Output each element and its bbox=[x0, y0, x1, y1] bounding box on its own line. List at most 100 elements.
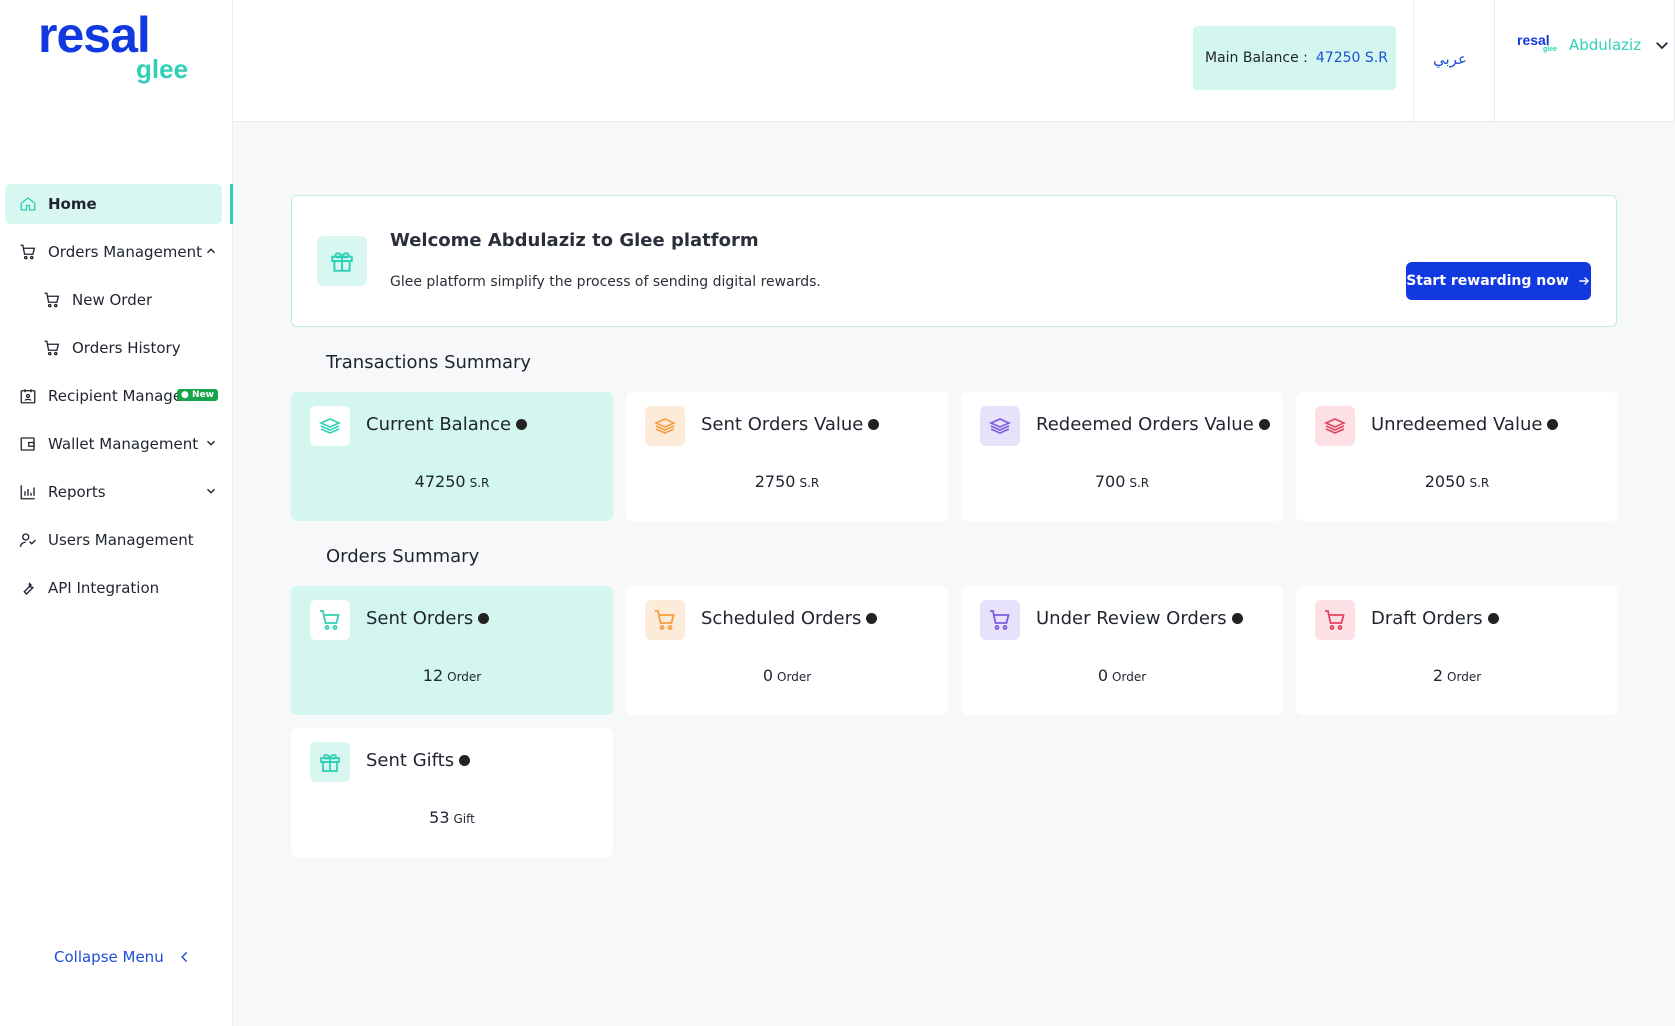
header-divider bbox=[1494, 0, 1495, 122]
collapse-menu-button[interactable]: Collapse Menu bbox=[54, 948, 192, 966]
welcome-subtitle: Glee platform simplify the process of se… bbox=[390, 274, 821, 290]
chevron-down-icon[interactable] bbox=[204, 436, 218, 450]
redeemed-orders-value-card[interactable]: Redeemed Orders Value 700 S.R bbox=[961, 392, 1283, 521]
new-badge: ● New bbox=[177, 389, 218, 401]
card-value: 0 Order bbox=[1097, 666, 1147, 685]
sidebar-item-label: Wallet Management bbox=[48, 435, 199, 453]
under-review-orders-card[interactable]: Under Review Orders 0 Order bbox=[961, 586, 1283, 715]
chevron-down-icon[interactable] bbox=[204, 484, 218, 498]
card-title: Scheduled Orders bbox=[701, 608, 878, 629]
cart-icon bbox=[645, 600, 685, 640]
sidebar-item-label: Orders History bbox=[72, 339, 181, 357]
sent-orders-card[interactable]: Sent Orders 12 Order bbox=[291, 586, 613, 715]
money-icon bbox=[1315, 406, 1355, 446]
logo-main-text: resal bbox=[38, 7, 151, 63]
info-icon[interactable] bbox=[866, 612, 878, 624]
card-title: Current Balance bbox=[366, 414, 528, 435]
sidebar-nav: Home Orders Management New Order Orders … bbox=[5, 184, 233, 616]
info-icon[interactable] bbox=[1547, 418, 1559, 430]
sidebar-item-label: Reports bbox=[48, 483, 106, 501]
cart-icon bbox=[43, 291, 61, 309]
sidebar-item-users-management[interactable]: Users Management bbox=[5, 520, 222, 560]
unredeemed-value-card[interactable]: Unredeemed Value 2050 S.R bbox=[1296, 392, 1618, 521]
home-icon bbox=[19, 195, 37, 213]
sidebar: resal glee Home Orders Management New Or… bbox=[0, 0, 233, 1026]
orders-summary-title: Orders Summary bbox=[326, 546, 480, 567]
scheduled-orders-card[interactable]: Scheduled Orders 0 Order bbox=[626, 586, 948, 715]
sent-gifts-card[interactable]: Sent Gifts 53 Gift bbox=[291, 728, 613, 857]
current-balance-card[interactable]: Current Balance 47250 S.R bbox=[291, 392, 613, 521]
resal-glee-logo[interactable]: resal glee bbox=[38, 7, 189, 84]
logo-sub-text: glee bbox=[136, 54, 189, 84]
card-value: 12 Order bbox=[422, 666, 482, 685]
card-value: 47250 S.R bbox=[414, 472, 490, 491]
welcome-title: Welcome Abdulaziz to Glee platform bbox=[390, 230, 759, 251]
sidebar-item-api-integration[interactable]: API Integration bbox=[5, 568, 222, 608]
cart-icon bbox=[310, 600, 350, 640]
sidebar-item-label: Users Management bbox=[48, 531, 194, 549]
card-title: Under Review Orders bbox=[1036, 608, 1243, 629]
sidebar-item-label: API Integration bbox=[48, 579, 160, 597]
sidebar-item-home[interactable]: Home bbox=[5, 184, 233, 224]
users-icon bbox=[19, 531, 37, 549]
money-icon bbox=[310, 406, 350, 446]
info-icon[interactable] bbox=[1231, 612, 1243, 624]
cart-icon bbox=[19, 243, 37, 261]
cart-icon bbox=[43, 339, 61, 357]
card-value: 0 Order bbox=[762, 666, 812, 685]
user-logo-main: resal bbox=[1517, 32, 1550, 48]
card-title: Sent Orders Value bbox=[701, 414, 880, 435]
sidebar-item-orders-management[interactable]: Orders Management bbox=[5, 232, 222, 272]
info-icon[interactable] bbox=[459, 754, 471, 766]
card-value: 2 Order bbox=[1432, 666, 1482, 685]
bar-chart-icon bbox=[19, 483, 37, 501]
sidebar-item-label: Orders Management bbox=[48, 243, 203, 261]
info-icon[interactable] bbox=[868, 418, 880, 430]
info-icon[interactable] bbox=[1487, 612, 1499, 624]
user-menu[interactable]: resal glee Abdulaziz bbox=[1517, 32, 1671, 56]
main-balance-pill: Main Balance : 47250 S.R bbox=[1193, 26, 1396, 90]
start-rewarding-label: Start rewarding now bbox=[1406, 273, 1569, 289]
sidebar-item-label: Recipient Management bbox=[48, 387, 186, 405]
welcome-banner: Welcome Abdulaziz to Glee platform Glee … bbox=[291, 195, 1617, 327]
wrench-icon bbox=[19, 579, 37, 597]
info-icon[interactable] bbox=[1258, 418, 1270, 430]
arrow-right-icon bbox=[1579, 277, 1589, 285]
info-icon[interactable] bbox=[516, 418, 528, 430]
sidebar-item-recipient-management[interactable]: Recipient Management ● New bbox=[5, 376, 222, 416]
money-icon bbox=[645, 406, 685, 446]
transactions-summary-title: Transactions Summary bbox=[326, 352, 532, 373]
money-icon bbox=[980, 406, 1020, 446]
main-balance-value: 47250 S.R bbox=[1315, 50, 1388, 66]
gift-icon bbox=[310, 742, 350, 782]
main-balance-label: Main Balance : bbox=[1205, 50, 1308, 66]
draft-orders-card[interactable]: Draft Orders 2 Order bbox=[1296, 586, 1618, 715]
card-title: Draft Orders bbox=[1371, 608, 1499, 629]
card-value: 53 Gift bbox=[429, 808, 475, 827]
sidebar-item-new-order[interactable]: New Order bbox=[5, 280, 222, 320]
header-divider bbox=[1413, 0, 1414, 122]
top-header: Main Balance : 47250 S.R عربي resal glee… bbox=[233, 0, 1675, 122]
sidebar-item-orders-history[interactable]: Orders History bbox=[5, 328, 222, 368]
cart-icon bbox=[1315, 600, 1355, 640]
user-logo-sub: glee bbox=[1543, 46, 1558, 53]
card-title: Sent Orders bbox=[366, 608, 490, 629]
chevron-up-icon[interactable] bbox=[204, 244, 218, 258]
sidebar-item-label: Home bbox=[48, 195, 97, 213]
card-value: 2750 S.R bbox=[754, 472, 820, 491]
sidebar-item-reports[interactable]: Reports bbox=[5, 472, 222, 512]
calendar-user-icon bbox=[19, 387, 37, 405]
user-name: Abdulaziz bbox=[1569, 36, 1642, 54]
sent-orders-value-card[interactable]: Sent Orders Value 2750 S.R bbox=[626, 392, 948, 521]
info-icon[interactable] bbox=[478, 612, 490, 624]
language-switch[interactable]: عربي bbox=[1433, 50, 1467, 68]
card-title: Redeemed Orders Value bbox=[1036, 414, 1270, 435]
cart-icon bbox=[980, 600, 1020, 640]
card-value: 2050 S.R bbox=[1424, 472, 1490, 491]
card-value: 700 S.R bbox=[1094, 472, 1150, 491]
sidebar-item-wallet-management[interactable]: Wallet Management bbox=[5, 424, 222, 464]
start-rewarding-button[interactable]: Start rewarding now bbox=[1406, 262, 1591, 300]
chevron-down-icon[interactable] bbox=[1653, 36, 1671, 54]
sidebar-item-label: New Order bbox=[72, 291, 153, 309]
chevron-left-icon bbox=[180, 951, 187, 963]
